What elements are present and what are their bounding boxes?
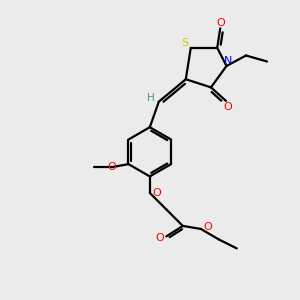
Text: O: O (203, 221, 212, 232)
Text: O: O (217, 18, 225, 28)
Text: N: N (224, 56, 232, 66)
Text: O: O (155, 233, 164, 243)
Text: H: H (146, 93, 154, 103)
Text: O: O (152, 188, 161, 198)
Text: O: O (223, 102, 232, 112)
Text: S: S (181, 38, 188, 48)
Text: O: O (108, 162, 116, 172)
